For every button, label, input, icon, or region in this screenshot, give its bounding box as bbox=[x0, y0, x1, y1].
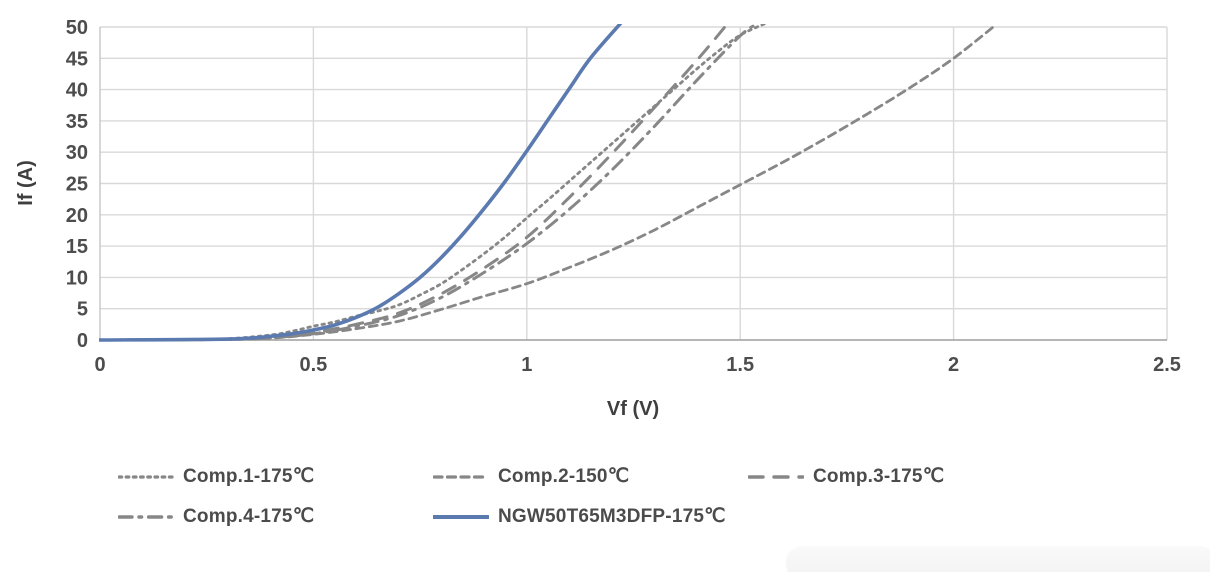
y-tick-label: 20 bbox=[66, 205, 88, 227]
legend-item-ngw: NGW50T65M3DFP-175℃ bbox=[433, 498, 726, 535]
x-tick-label: 0 bbox=[94, 354, 105, 376]
legend-item-comp3: Comp.3-175℃ bbox=[748, 458, 1063, 495]
legend-label-ngw: NGW50T65M3DFP-175℃ bbox=[498, 506, 726, 527]
x-tick-label: 1 bbox=[521, 354, 532, 376]
legend-marker-comp1 bbox=[118, 474, 174, 479]
legend-marker-comp4 bbox=[118, 514, 174, 519]
series-curve-comp2 bbox=[99, 24, 998, 342]
series-curve-comp4 bbox=[99, 24, 759, 342]
chart-legend: Comp.1-175℃ Comp.2-150℃ Comp.3-175℃ Comp.4-… bbox=[118, 458, 1158, 535]
legend-label-comp4: Comp.4-175℃ bbox=[183, 506, 315, 527]
legend-label-comp2: Comp.2-150℃ bbox=[498, 466, 630, 487]
legend-item-comp1: Comp.1-175℃ bbox=[118, 458, 433, 495]
y-tick-label: 25 bbox=[66, 174, 88, 196]
series-curve-comp1 bbox=[99, 24, 767, 342]
y-tick-label: 0 bbox=[77, 330, 88, 352]
y-tick-label: 10 bbox=[66, 267, 88, 289]
x-tick-label: 0.5 bbox=[299, 354, 327, 376]
y-tick-label: 30 bbox=[66, 142, 88, 164]
y-tick-label: 40 bbox=[66, 80, 88, 102]
y-tick-label: 45 bbox=[66, 48, 88, 70]
legend-item-comp2: Comp.2-150℃ bbox=[433, 458, 748, 495]
y-axis-title: If (A) bbox=[15, 160, 37, 206]
y-tick-label: 15 bbox=[66, 236, 88, 258]
y-tick-label: 5 bbox=[77, 299, 88, 321]
x-tick-label: 1.5 bbox=[726, 354, 754, 376]
legend-marker-comp2 bbox=[433, 474, 489, 479]
legend-item-comp4: Comp.4-175℃ bbox=[118, 498, 433, 535]
curve-layer bbox=[99, 24, 998, 342]
legend-label-comp3: Comp.3-175℃ bbox=[813, 466, 945, 487]
grid-layer bbox=[99, 26, 1168, 341]
tick-layer: 0 5 10 15 20 25 30 35 40 45 50 0 0.5 1 1.5 2 2.5 bbox=[66, 17, 1181, 376]
y-tick-label: 35 bbox=[66, 111, 88, 133]
x-tick-label: 2.5 bbox=[1153, 354, 1181, 376]
series-curve-comp3 bbox=[99, 24, 729, 342]
legend-label-comp1: Comp.1-175℃ bbox=[183, 466, 315, 487]
series-curve-ngw bbox=[99, 24, 623, 342]
legend-marker-comp3 bbox=[748, 474, 804, 479]
x-tick-label: 2 bbox=[948, 354, 959, 376]
plot-wrap: 0 5 10 15 20 25 30 35 40 45 50 0 0.5 1 1.5 2 2.5 If (A) … bbox=[15, 17, 1181, 420]
watermark-smudge bbox=[786, 546, 1210, 572]
x-axis-title: Vf (V) bbox=[607, 398, 659, 420]
y-tick-label: 50 bbox=[66, 17, 88, 39]
legend-marker-ngw bbox=[433, 514, 489, 519]
